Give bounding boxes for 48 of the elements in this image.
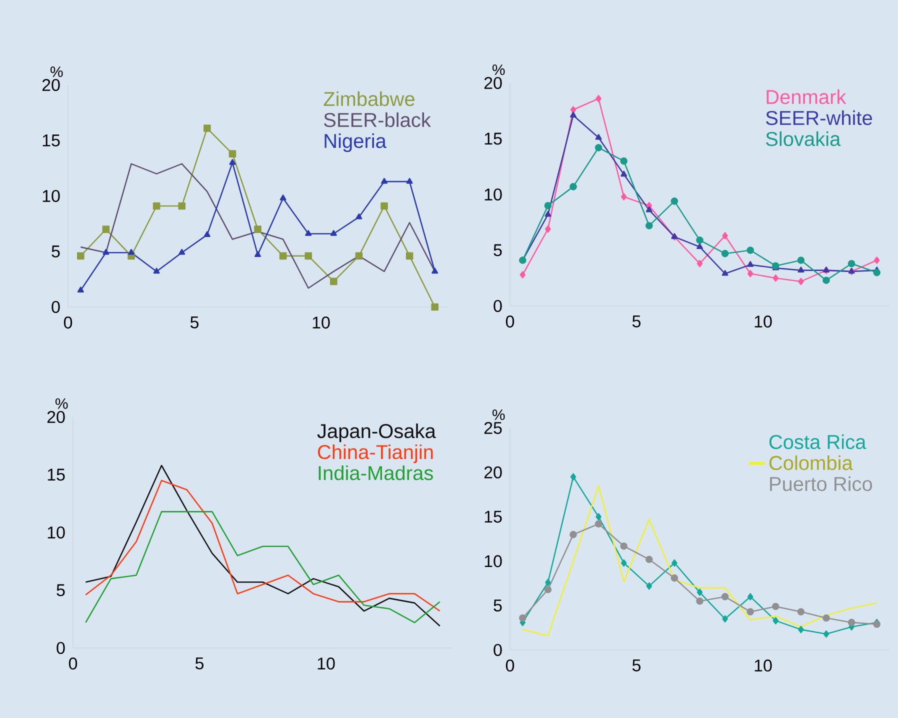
text: China-Tianjin xyxy=(318,444,433,464)
y-tick-label: 10 xyxy=(48,526,65,539)
text: Puerto Rico xyxy=(770,476,872,492)
y-tick-label: 25 xyxy=(484,422,502,434)
x-tick-label: 10 xyxy=(318,658,335,670)
x-tick-label: 0 xyxy=(506,660,514,672)
y-tick-label: 5 xyxy=(52,246,60,258)
y-axis-title: % xyxy=(492,410,505,420)
y-tick-label: 10 xyxy=(484,555,502,568)
x-tick-label: 5 xyxy=(195,658,204,670)
y-tick-label: 20 xyxy=(47,410,65,424)
y-tick-label: 15 xyxy=(484,132,502,145)
y-axis-title: % xyxy=(492,64,505,76)
y-tick-label: 15 xyxy=(42,134,60,146)
x-tick-label: 0 xyxy=(506,316,514,328)
text: Japan-Osaka xyxy=(317,424,436,442)
y-tick-label: 0 xyxy=(56,642,65,654)
x-tick-label: 5 xyxy=(632,316,641,328)
x-tick-label: 10 xyxy=(754,316,772,328)
y-tick-label: 0 xyxy=(52,300,60,314)
x-tick-label: 10 xyxy=(312,316,330,329)
y-tick-label: 5 xyxy=(494,600,502,612)
text: Costa Rica xyxy=(769,434,866,450)
y-tick-label: 20 xyxy=(484,76,502,90)
y-tick-label: 10 xyxy=(484,188,502,201)
y-tick-label: 5 xyxy=(494,244,502,256)
series-label: Nigeria xyxy=(324,133,386,152)
y-tick-label: 0 xyxy=(494,644,502,656)
text: SEER-white xyxy=(766,110,872,126)
y-tick-label: 0 xyxy=(494,300,502,312)
x-tick-label: 10 xyxy=(754,660,772,672)
y-axis-title: % xyxy=(55,398,68,409)
y-axis-title: % xyxy=(50,66,63,78)
text: Denmark xyxy=(766,89,846,104)
text: India-Madras xyxy=(318,465,433,480)
y-tick-label: 15 xyxy=(484,510,502,523)
legend-label: Colombia xyxy=(769,455,853,470)
x-tick-label: 5 xyxy=(632,660,641,672)
x-tick-label: 0 xyxy=(68,658,78,670)
y-tick-label: 20 xyxy=(42,78,60,92)
y-tick-label: 5 xyxy=(56,584,65,596)
y-tick-label: 15 xyxy=(48,468,65,481)
text: SEER-black xyxy=(324,112,431,128)
x-tick-label: 5 xyxy=(190,316,199,328)
text: Slovakia xyxy=(766,131,841,146)
y-tick-label: 20 xyxy=(484,466,502,478)
text: Zimbabwe xyxy=(324,91,414,106)
y-tick-label: 10 xyxy=(42,190,60,202)
